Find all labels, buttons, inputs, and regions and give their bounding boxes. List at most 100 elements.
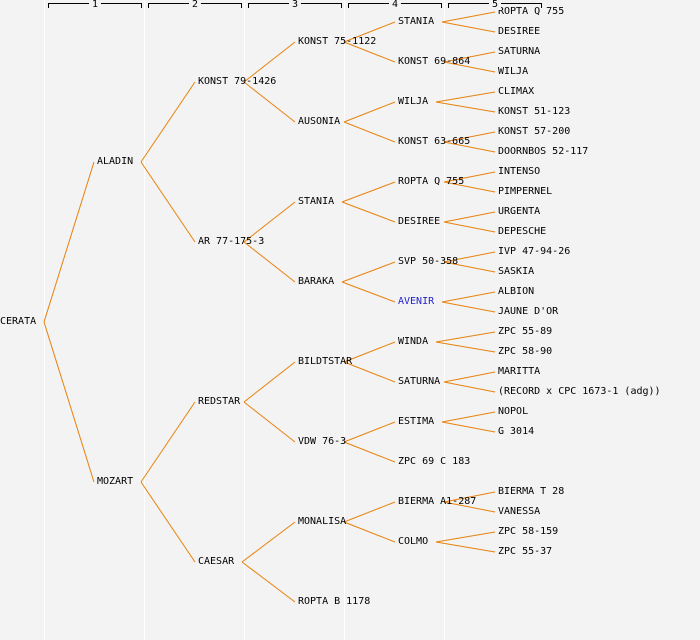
pedigree-edge [343,361,396,383]
pedigree-edge [343,441,396,463]
node-saturna: SATURNA [398,376,441,387]
node-redstar: REDSTAR [198,396,241,407]
node-avenir[interactable]: AVENIR [398,296,435,307]
pedigree-edge [343,521,396,543]
node-ausonia: AUSONIA [298,116,341,127]
pedigree-edge [443,171,496,183]
pedigree-edge [443,381,496,393]
pedigree-edge [443,371,496,383]
pedigree-edge [140,161,196,243]
pedigree-edge [343,341,396,363]
node-pimpernel: PIMPERNEL [498,186,553,197]
node-g-3014: G 3014 [498,426,535,437]
pedigree-edge [435,91,496,103]
node-ropta-b-1178: ROPTA B 1178 [298,596,371,607]
pedigree-edge [441,421,496,433]
generation-bracket-2: 2 [148,0,242,10]
generation-label-4: 4 [388,0,402,10]
node-climax: CLIMAX [498,86,535,97]
pedigree-edge [443,61,496,73]
pedigree-edge [343,501,396,523]
node-ivp-47-94-26: IVP 47-94-26 [498,246,571,257]
pedigree-edge [343,101,396,123]
node-albion: ALBION [498,286,535,297]
node-ar-77-175-3: AR 77-175-3 [198,236,265,247]
pedigree-edge [443,501,496,513]
generation-bracket-1: 1 [48,0,142,10]
node-monalisa: MONALISA [298,516,347,527]
pedigree-edge [241,521,296,563]
node-colmo: COLMO [398,536,429,547]
pedigree-edge [443,141,496,153]
node-konst-57-200: KONST 57-200 [498,126,571,137]
node-zpc-58-90: ZPC 58-90 [498,346,553,357]
node-record-x-cpc-1673-1-adg: (RECORD x CPC 1673-1 (adg)) [498,386,661,397]
node-mozart: MOZART [97,476,134,487]
pedigree-edge [140,81,196,163]
generation-bracket-4: 4 [348,0,442,10]
node-winda: WINDA [398,336,429,347]
node-cerata: CERATA [0,316,37,327]
pedigree-edge [140,401,196,483]
node-ropta-q-755: ROPTA Q 755 [498,6,565,17]
pedigree-edge [343,421,396,443]
node-bierma-a1-287: BIERMA A1-287 [398,496,477,507]
generation-separator-3 [244,0,245,640]
pedigree-edge [241,561,296,603]
node-doornbos-52-117: DOORNBOS 52-117 [498,146,589,157]
node-konst-79-1426: KONST 79-1426 [198,76,277,87]
pedigree-edge [443,491,496,503]
node-konst-63-665: KONST 63-665 [398,136,471,147]
node-ropta-q-755: ROPTA Q 755 [398,176,465,187]
pedigree-edge [441,301,496,313]
node-saturna: SATURNA [498,46,541,57]
node-depesche: DEPESCHE [498,226,547,237]
pedigree-edge [140,481,196,563]
node-wilja: WILJA [498,66,529,77]
pedigree-edge [243,361,296,403]
pedigree-edge [343,21,396,43]
generation-separator-4 [344,0,345,640]
pedigree-edge [243,41,296,83]
node-urgenta: URGENTA [498,206,541,217]
pedigree-edge [341,181,396,203]
generation-label-3: 3 [288,0,302,10]
node-estima: ESTIMA [398,416,435,427]
node-caesar: CAESAR [198,556,235,567]
node-wilja: WILJA [398,96,429,107]
pedigree-edge [343,41,396,63]
node-zpc-69-c-183: ZPC 69 C 183 [398,456,471,467]
pedigree-edge [435,541,496,553]
node-bierma-t-28: BIERMA T 28 [498,486,565,497]
generation-bracket-5: 5 [448,0,542,10]
node-baraka: BARAKA [298,276,335,287]
pedigree-edge [441,291,496,303]
node-zpc-55-89: ZPC 55-89 [498,326,553,337]
pedigree-edge [341,201,396,223]
pedigree-edge [435,101,496,113]
pedigree-edge [435,331,496,343]
node-konst-75-1122: KONST 75-1122 [298,36,377,47]
node-zpc-58-159: ZPC 58-159 [498,526,559,537]
node-nopol: NOPOL [498,406,529,417]
node-vanessa: VANESSA [498,506,541,517]
node-konst-51-123: KONST 51-123 [498,106,571,117]
node-intenso: INTENSO [498,166,541,177]
pedigree-edge [43,321,95,483]
pedigree-edge [43,161,95,323]
pedigree-edge [243,241,296,283]
pedigree-edge [443,181,496,193]
pedigree-edge [441,21,496,33]
node-bildtstar: BILDTSTAR [298,356,353,367]
pedigree-edge [341,281,396,303]
node-stania: STANIA [398,16,435,27]
node-maritta: MARITTA [498,366,541,377]
node-stania: STANIA [298,196,335,207]
node-zpc-55-37: ZPC 55-37 [498,546,553,557]
pedigree-edge [343,121,396,143]
node-konst-69-864: KONST 69-864 [398,56,471,67]
node-jaune-d-or: JAUNE D'OR [498,306,559,317]
node-svp-50-358: SVP 50-358 [398,256,459,267]
generation-separator-2 [144,0,145,640]
pedigree-edge [243,401,296,443]
